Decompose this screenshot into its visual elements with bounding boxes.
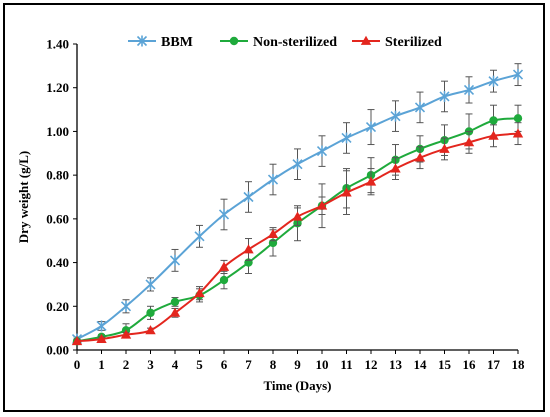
data-point (463, 137, 475, 147)
data-point (96, 333, 107, 343)
x-tick-label: 1 (98, 357, 105, 372)
data-point (489, 116, 498, 125)
chart-frame (3, 3, 545, 412)
data-point (218, 261, 230, 271)
data-point (194, 230, 205, 242)
axes (76, 44, 518, 351)
data-point (512, 69, 524, 81)
legend-label: Non-sterilized (253, 35, 337, 50)
data-point (414, 152, 426, 162)
legend-label: Sterilized (385, 35, 442, 50)
y-tick-label: 1.00 (46, 124, 69, 139)
data-point (71, 336, 83, 346)
y-axis-ticks: 0.00 0.20 0.40 0.60 0.80 1.00 1.20 1.40 (46, 37, 77, 358)
x-tick-label: 12 (365, 357, 378, 372)
legend-item: Sterilized (352, 35, 442, 50)
data-point (194, 287, 205, 298)
x-tick-label: 3 (147, 357, 154, 372)
legend-item: BBM (128, 35, 193, 50)
data-point (513, 114, 523, 123)
y-tick-label: 0.40 (46, 255, 69, 270)
data-point (439, 143, 450, 153)
data-point (341, 187, 352, 197)
y-tick-label: 1.20 (46, 80, 69, 95)
x-tick-label: 18 (512, 357, 526, 372)
legend: BBM Non-sterilized Sterilized (128, 35, 442, 50)
x-tick-label: 16 (463, 357, 477, 372)
data-point (512, 128, 524, 138)
y-tick-label: 0.20 (46, 299, 69, 314)
series-layer (71, 63, 524, 346)
data-point (120, 329, 132, 339)
data-point (292, 211, 303, 221)
x-tick-label: 15 (438, 357, 452, 372)
data-point (414, 101, 426, 113)
data-point (292, 158, 303, 170)
x-tick-label: 17 (487, 357, 501, 372)
data-point (145, 278, 156, 290)
data-point (463, 84, 475, 96)
legend-marker (136, 35, 148, 47)
legend-marker (360, 35, 372, 45)
series-bbm (71, 63, 524, 345)
y-tick-label: 0.60 (46, 211, 69, 226)
x-tick-label: 14 (414, 357, 428, 372)
data-point (169, 254, 181, 266)
data-point (390, 163, 401, 173)
data-point (365, 121, 377, 133)
y-tick-label: 1.40 (46, 37, 69, 52)
y-tick-label: 0.00 (46, 343, 69, 358)
data-point (365, 176, 377, 186)
y-axis-title: Dry weight (g/L) (16, 151, 31, 243)
x-tick-label: 13 (389, 357, 403, 372)
data-point (218, 208, 230, 220)
data-point (120, 300, 132, 312)
error-bars (73, 63, 522, 342)
legend-marker (229, 36, 239, 46)
x-tick-label: 9 (294, 357, 301, 372)
data-point (170, 297, 180, 307)
x-tick-label: 2 (123, 357, 130, 372)
x-tick-label: 8 (270, 357, 277, 372)
data-point (267, 174, 279, 186)
x-tick-label: 4 (172, 357, 179, 372)
x-tick-label: 11 (340, 357, 352, 372)
x-tick-label: 6 (221, 357, 228, 372)
x-tick-label: 5 (196, 357, 203, 372)
data-point (488, 130, 499, 140)
y-tick-label: 0.80 (46, 168, 69, 183)
x-axis-title: Time (Days) (263, 378, 331, 393)
x-axis-ticks: 0 1 2 3 4 5 6 7 8 9 10 11 12 13 14 15 16 17 18 (74, 350, 525, 372)
data-point (145, 325, 156, 335)
data-point (341, 132, 352, 144)
data-point (219, 275, 229, 285)
data-point (267, 228, 279, 239)
data-point (316, 200, 328, 210)
legend-label: BBM (161, 35, 193, 50)
x-tick-label: 10 (316, 357, 329, 372)
data-point (243, 244, 254, 254)
x-tick-label: 0 (74, 357, 81, 372)
data-point (146, 308, 155, 318)
data-point (169, 307, 181, 317)
data-point (96, 320, 107, 332)
data-point (439, 90, 450, 102)
x-tick-label: 7 (245, 357, 252, 372)
series-sterilized (71, 122, 524, 346)
data-point (316, 145, 328, 157)
data-point (243, 191, 254, 203)
data-point (390, 110, 401, 122)
data-point (488, 75, 499, 87)
legend-item: Non-sterilized (220, 35, 337, 50)
